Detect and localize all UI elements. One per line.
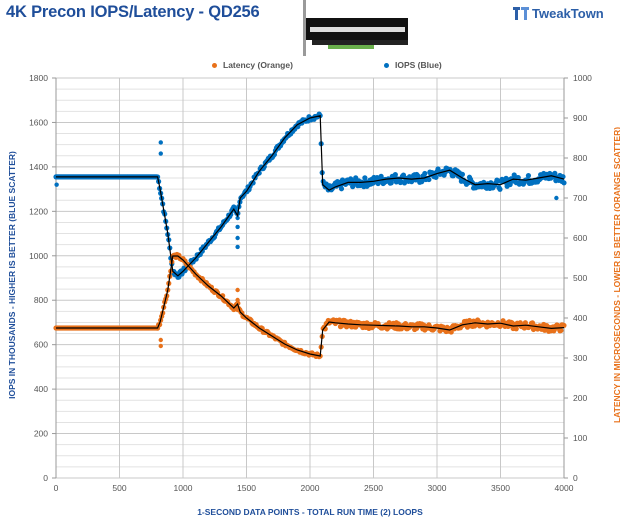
y2-tick-label: 500 [573, 273, 587, 283]
data-point [220, 293, 226, 299]
data-point [433, 174, 439, 180]
y2-tick-label: 100 [573, 433, 587, 443]
y2-tick-label: 400 [573, 313, 587, 323]
y-tick-label: 1800 [29, 73, 48, 83]
y-axis-right-label: LATENCY IN MICROSECONDS - LOWER IS BETTE… [612, 126, 620, 424]
x-tick-label: 1000 [174, 483, 193, 493]
x-tick-label: 4000 [555, 483, 574, 493]
data-point [529, 320, 536, 326]
y-axis-left-label: IOPS IN THOUSANDS - HIGHER IS BETTER (BL… [7, 151, 17, 399]
iops-outlier [235, 235, 240, 241]
data-point [392, 171, 398, 178]
y-tick-label: 1400 [29, 162, 48, 172]
y2-tick-label: 300 [573, 353, 587, 363]
y-tick-label: 200 [34, 429, 48, 439]
x-tick-label: 3500 [491, 483, 510, 493]
y-tick-label: 600 [34, 340, 48, 350]
tweaktown-logo-icon [513, 7, 529, 20]
y-tick-label: 400 [34, 384, 48, 394]
y2-tick-label: 800 [573, 153, 587, 163]
y-tick-label: 1200 [29, 206, 48, 216]
iops-outlier [158, 140, 163, 145]
data-point [250, 180, 256, 186]
data-point [558, 327, 564, 334]
data-point [374, 175, 380, 181]
y2-tick-label: 700 [573, 193, 587, 203]
latency-legend-marker-icon [212, 62, 217, 68]
y-tick-label: 800 [34, 295, 48, 305]
latency-outlier [158, 337, 163, 343]
latency-outlier [158, 343, 163, 349]
y2-tick-label: 1000 [573, 73, 592, 83]
iops-trend-line [56, 115, 565, 277]
x-axis-label: 1-SECOND DATA POINTS - TOTAL RUN TIME (2… [197, 507, 423, 517]
data-point [525, 173, 532, 179]
data-point [388, 180, 394, 186]
iops-outlier [235, 244, 240, 250]
data-point [419, 179, 425, 185]
product-image-icon [303, 0, 408, 56]
latency-outlier [235, 297, 240, 303]
legend-iops: IOPS (Blue) [384, 60, 442, 70]
y2-tick-label: 0 [573, 473, 578, 483]
data-point [422, 170, 428, 177]
legend-latency: Latency (Orange) [212, 60, 293, 70]
iops-outlier [554, 195, 559, 201]
iops-outlier [235, 215, 240, 221]
data-point [513, 326, 519, 332]
data-point [466, 317, 473, 324]
y-tick-label: 1600 [29, 117, 48, 127]
y2-tick-label: 200 [573, 393, 587, 403]
y-tick-label: 0 [43, 473, 48, 483]
iops-outlier [54, 182, 59, 187]
data-point [362, 175, 368, 181]
latency-trend-line [56, 255, 565, 357]
y2-tick-label: 900 [573, 113, 587, 123]
y-tick-label: 1000 [29, 251, 48, 261]
legend-iops-label: IOPS (Blue) [395, 60, 442, 70]
data-point [426, 176, 432, 183]
chart-title: 4K Precon IOPS/Latency - QD256 [6, 3, 260, 21]
data-point [497, 186, 503, 192]
latency-outlier [235, 287, 240, 293]
data-point [561, 180, 567, 186]
data-point [459, 171, 465, 177]
x-tick-label: 2000 [301, 483, 320, 493]
data-point [561, 322, 567, 329]
x-tick-label: 1500 [237, 483, 256, 493]
outlier-points [54, 140, 559, 349]
brand-logo: TweakTown [512, 5, 604, 21]
x-tick-label: 500 [112, 483, 126, 493]
x-tick-label: 3000 [428, 483, 447, 493]
iops-outlier [158, 151, 163, 156]
brand-name: TweakTown [532, 5, 604, 21]
x-tick-label: 0 [54, 483, 59, 493]
y2-tick-label: 600 [573, 233, 587, 243]
data-point [448, 329, 454, 335]
data-point [552, 170, 558, 176]
data-point [353, 324, 359, 330]
data-point [338, 186, 345, 192]
iops-legend-marker-icon [384, 62, 389, 68]
legend-latency-label: Latency (Orange) [223, 60, 293, 70]
x-tick-label: 2500 [364, 483, 383, 493]
iops-outlier [235, 224, 240, 230]
